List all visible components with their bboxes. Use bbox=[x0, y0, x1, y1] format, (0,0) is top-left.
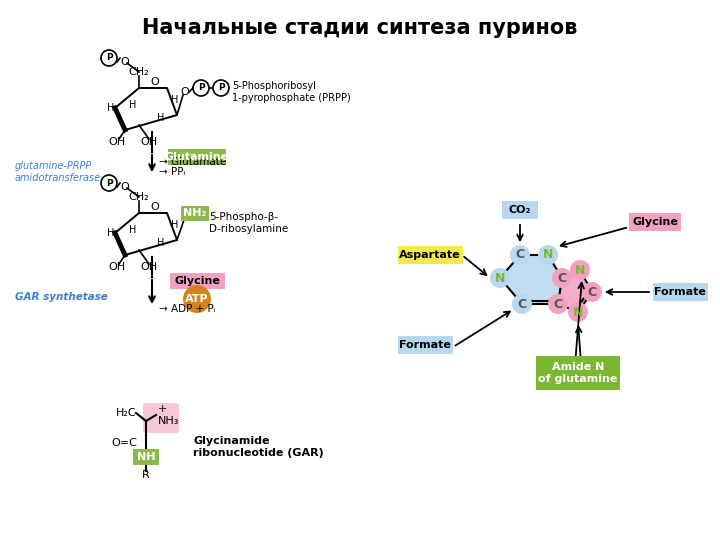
FancyBboxPatch shape bbox=[652, 283, 708, 301]
FancyBboxPatch shape bbox=[168, 149, 226, 165]
Text: Formate: Formate bbox=[399, 340, 451, 350]
Circle shape bbox=[101, 50, 117, 66]
Text: H: H bbox=[157, 238, 165, 248]
Text: R: R bbox=[142, 470, 150, 480]
Text: O=C: O=C bbox=[111, 438, 137, 448]
Circle shape bbox=[183, 285, 211, 313]
Text: Glycine: Glycine bbox=[632, 217, 678, 227]
Text: C: C bbox=[518, 298, 526, 310]
Text: H: H bbox=[107, 228, 114, 238]
Text: N: N bbox=[495, 272, 505, 285]
Text: P: P bbox=[217, 84, 225, 92]
FancyBboxPatch shape bbox=[397, 336, 452, 354]
Text: NH₂: NH₂ bbox=[184, 208, 207, 218]
Text: Glycinamide
ribonucleotide (GAR): Glycinamide ribonucleotide (GAR) bbox=[193, 436, 324, 458]
Circle shape bbox=[552, 268, 572, 288]
FancyBboxPatch shape bbox=[143, 403, 179, 433]
Circle shape bbox=[490, 268, 510, 288]
FancyBboxPatch shape bbox=[169, 273, 225, 289]
Circle shape bbox=[568, 302, 588, 322]
Text: OH: OH bbox=[109, 262, 125, 272]
Text: C: C bbox=[554, 298, 562, 310]
Text: Formate: Formate bbox=[654, 287, 706, 297]
Circle shape bbox=[548, 294, 568, 314]
FancyBboxPatch shape bbox=[536, 356, 620, 390]
Text: C: C bbox=[516, 248, 525, 261]
Text: ATP: ATP bbox=[185, 294, 209, 304]
Text: NH: NH bbox=[137, 452, 156, 462]
Text: Aspartate: Aspartate bbox=[399, 250, 461, 260]
Circle shape bbox=[213, 80, 229, 96]
Text: N: N bbox=[573, 306, 583, 319]
Text: +
NH₃: + NH₃ bbox=[158, 404, 179, 426]
Polygon shape bbox=[500, 255, 562, 304]
Text: P: P bbox=[106, 179, 112, 187]
Text: P: P bbox=[106, 53, 112, 63]
Text: 5-Phospho-β-
D-ribosylamine: 5-Phospho-β- D-ribosylamine bbox=[209, 212, 288, 234]
Circle shape bbox=[193, 80, 209, 96]
Text: → ADP + Pᵢ: → ADP + Pᵢ bbox=[159, 304, 215, 314]
Text: Начальные стадии синтеза пуринов: Начальные стадии синтеза пуринов bbox=[143, 18, 577, 38]
Circle shape bbox=[538, 245, 558, 265]
Text: O: O bbox=[150, 77, 159, 87]
Text: O: O bbox=[121, 57, 130, 67]
Text: H: H bbox=[171, 220, 179, 230]
Text: O: O bbox=[181, 87, 189, 97]
Text: C: C bbox=[588, 286, 597, 299]
Circle shape bbox=[101, 175, 117, 191]
Text: H₂C: H₂C bbox=[116, 408, 136, 418]
Text: CO₂: CO₂ bbox=[509, 205, 531, 215]
Text: OH: OH bbox=[109, 137, 125, 147]
Polygon shape bbox=[558, 270, 592, 312]
Text: O: O bbox=[150, 202, 159, 212]
Circle shape bbox=[582, 282, 602, 302]
Text: C: C bbox=[557, 272, 567, 285]
Text: GAR synthetase: GAR synthetase bbox=[15, 292, 108, 302]
Text: N: N bbox=[575, 264, 585, 276]
Circle shape bbox=[570, 260, 590, 280]
Text: 5-Phosphoribosyl
1-pyrophosphate (PRPP): 5-Phosphoribosyl 1-pyrophosphate (PRPP) bbox=[232, 81, 351, 103]
Text: H: H bbox=[130, 225, 137, 235]
FancyBboxPatch shape bbox=[629, 213, 681, 231]
Text: → Glutamate: → Glutamate bbox=[159, 157, 226, 167]
Text: N: N bbox=[543, 248, 553, 261]
Text: H: H bbox=[171, 95, 179, 105]
Text: OH: OH bbox=[140, 137, 158, 147]
Text: Amide N
of glutamine: Amide N of glutamine bbox=[539, 362, 618, 384]
FancyBboxPatch shape bbox=[181, 206, 209, 220]
Text: H: H bbox=[157, 113, 165, 123]
Circle shape bbox=[512, 294, 532, 314]
Text: P: P bbox=[198, 84, 204, 92]
Text: CH₂: CH₂ bbox=[129, 192, 149, 202]
Text: glutamine-PRPP
amidotransferase: glutamine-PRPP amidotransferase bbox=[15, 161, 101, 183]
Circle shape bbox=[510, 245, 530, 265]
FancyBboxPatch shape bbox=[397, 246, 462, 264]
Text: Glutamine: Glutamine bbox=[165, 152, 229, 162]
FancyBboxPatch shape bbox=[133, 449, 159, 465]
Text: CH₂: CH₂ bbox=[129, 67, 149, 77]
Text: H: H bbox=[130, 100, 137, 110]
Text: Glycine: Glycine bbox=[174, 276, 220, 286]
FancyBboxPatch shape bbox=[502, 201, 538, 219]
Text: O: O bbox=[121, 182, 130, 192]
Text: H: H bbox=[107, 103, 114, 113]
Text: → PPᵢ: → PPᵢ bbox=[159, 167, 185, 177]
Text: OH: OH bbox=[140, 262, 158, 272]
